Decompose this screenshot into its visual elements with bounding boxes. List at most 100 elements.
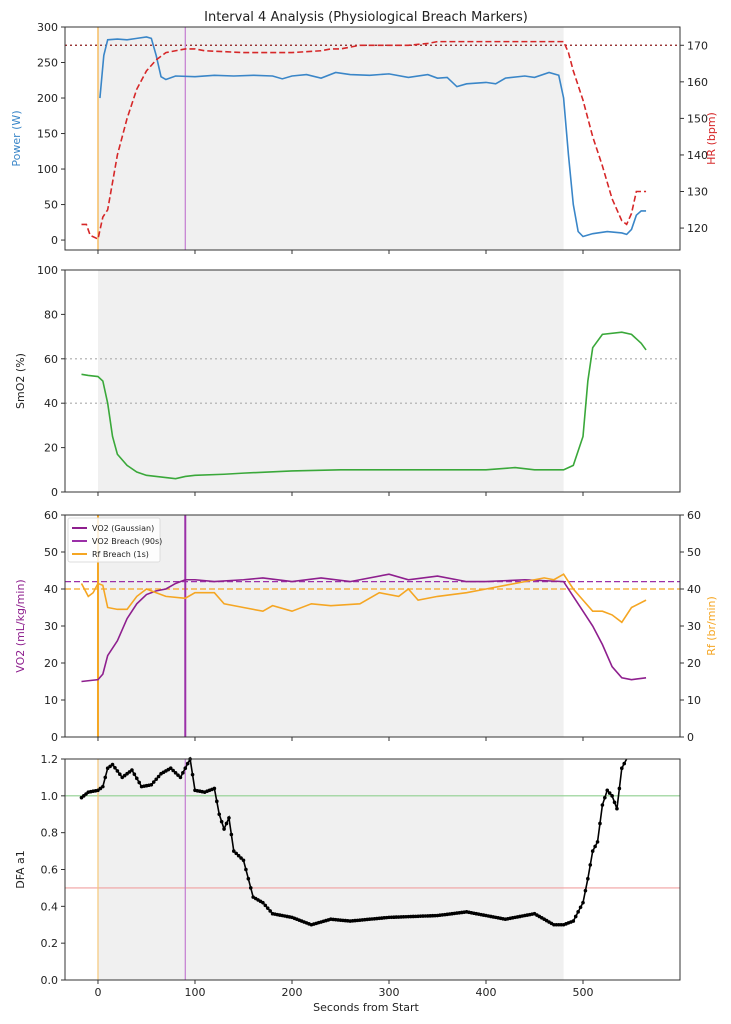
panel-3: 0 10 20 30 40 50 60 0 10 20 30 40 50 60 VO2 (mL/kg/min…: [14, 509, 718, 744]
y-tick-label: 0: [51, 486, 58, 499]
y-tick-label: 0.4: [41, 900, 59, 913]
data-point: [190, 772, 195, 777]
data-point: [590, 849, 595, 853]
y-tick-label: 0.2: [41, 937, 59, 950]
data-point: [581, 900, 585, 905]
x-tick-label: 300: [378, 986, 399, 999]
y-right-tick-label: 50: [687, 546, 701, 559]
axes-frame: [64, 26, 681, 251]
shaded-interval: [97, 27, 564, 250]
data-point: [229, 832, 234, 837]
y-right-axis-label: Rf (br/min): [705, 596, 718, 656]
shaded-interval: [97, 270, 564, 492]
data-point: [173, 771, 178, 775]
data-point: [576, 910, 580, 914]
y-tick-label: 50: [44, 199, 58, 212]
data-point: [168, 766, 173, 771]
x-tick-label: 500: [572, 986, 593, 999]
y-tick-label: 80: [44, 308, 58, 321]
y-right-tick-label: 60: [687, 509, 701, 522]
data-point: [185, 761, 190, 766]
y-right-axis-label: HR (bpm): [705, 112, 718, 165]
data-point: [234, 851, 239, 856]
panel-4: 0.0 0.2 0.4 0.6 0.8 1.0 1.2 0 100 200 300 400 500 DFA…: [14, 753, 681, 999]
y-tick-label: 60: [44, 509, 58, 522]
data-point: [263, 903, 268, 908]
data-point: [118, 772, 122, 776]
data-point: [137, 780, 142, 785]
data-point: [244, 867, 248, 872]
data-point: [595, 840, 600, 844]
legend-label: VO2 (Gaussian): [92, 524, 154, 533]
legend-label: Rf Breach (1s): [92, 550, 149, 559]
y-tick-label: 60: [44, 353, 58, 366]
y-tick-label: 40: [44, 583, 58, 596]
data-point: [261, 900, 265, 905]
data-point: [583, 888, 588, 893]
data-point: [224, 821, 229, 826]
y-tick-label: 40: [44, 397, 58, 410]
series-line-1: [99, 36, 647, 238]
y-right-tick-label: 150: [687, 112, 708, 125]
y-tick-label: 10: [44, 694, 58, 707]
data-point: [134, 776, 139, 781]
series-line-2: [81, 40, 647, 241]
data-point: [130, 768, 134, 772]
data-point: [573, 914, 578, 919]
y-axis-label: DFA a1: [14, 850, 27, 889]
data-point: [217, 812, 222, 817]
y-tick-label: 20: [44, 442, 58, 455]
y-right-tick-label: 10: [687, 694, 701, 707]
y-axis-label: Power (W): [10, 110, 23, 166]
data-point: [598, 821, 602, 826]
y-tick-label: 0.8: [41, 827, 59, 840]
data-point: [181, 771, 185, 775]
y-tick-label: 100: [37, 264, 58, 277]
data-point: [132, 772, 137, 776]
shaded-interval: [97, 515, 564, 737]
y-tick-label: 300: [37, 21, 58, 34]
data-point: [603, 795, 607, 800]
data-point: [110, 762, 115, 767]
data-point: [149, 782, 154, 787]
data-point: [219, 819, 224, 824]
legend-label: VO2 Breach (90s): [92, 537, 162, 546]
data-point: [241, 858, 246, 863]
data-point: [265, 906, 270, 910]
y-tick-label: 30: [44, 620, 58, 633]
data-point: [115, 769, 120, 773]
x-tick-label: 400: [475, 986, 496, 999]
y-right-tick-label: 160: [687, 76, 708, 89]
data-point: [612, 800, 617, 805]
data-point: [171, 768, 175, 773]
y-tick-label: 0.6: [41, 864, 59, 877]
panel-2: 0 20 40 60 80 100 SmO2 (%): [14, 264, 681, 499]
y-right-tick-label: 20: [687, 657, 701, 670]
y-right-tick-label: 120: [687, 222, 708, 235]
y-tick-label: 1.0: [41, 790, 59, 803]
data-point: [248, 886, 253, 890]
data-point: [600, 803, 605, 807]
panel-1: 0 50 100 150 200 250 300 120 130 140 150 160 170 Powe…: [10, 21, 718, 254]
y-right-tick-label: 30: [687, 620, 701, 633]
data-point: [588, 863, 593, 867]
y-right-tick-label: 40: [687, 583, 701, 596]
y-tick-label: 250: [37, 57, 58, 70]
xlabel: Seconds from Start: [313, 1001, 419, 1014]
series-line-1: [81, 573, 647, 683]
data-point: [619, 766, 624, 771]
data-point: [183, 766, 188, 771]
y-tick-label: 20: [44, 657, 58, 670]
y-tick-label: 1.2: [41, 753, 59, 766]
series-line-2: [80, 573, 647, 624]
x-tick-label: 0: [94, 986, 101, 999]
data-point: [101, 784, 105, 789]
x-tick-label: 200: [281, 986, 302, 999]
data-point: [212, 786, 217, 791]
data-point: [222, 827, 226, 831]
shaded-interval: [97, 759, 564, 980]
data-point: [103, 775, 108, 780]
y-tick-label: 100: [37, 163, 58, 176]
axes-frame: [64, 269, 681, 493]
data-point: [151, 780, 156, 784]
